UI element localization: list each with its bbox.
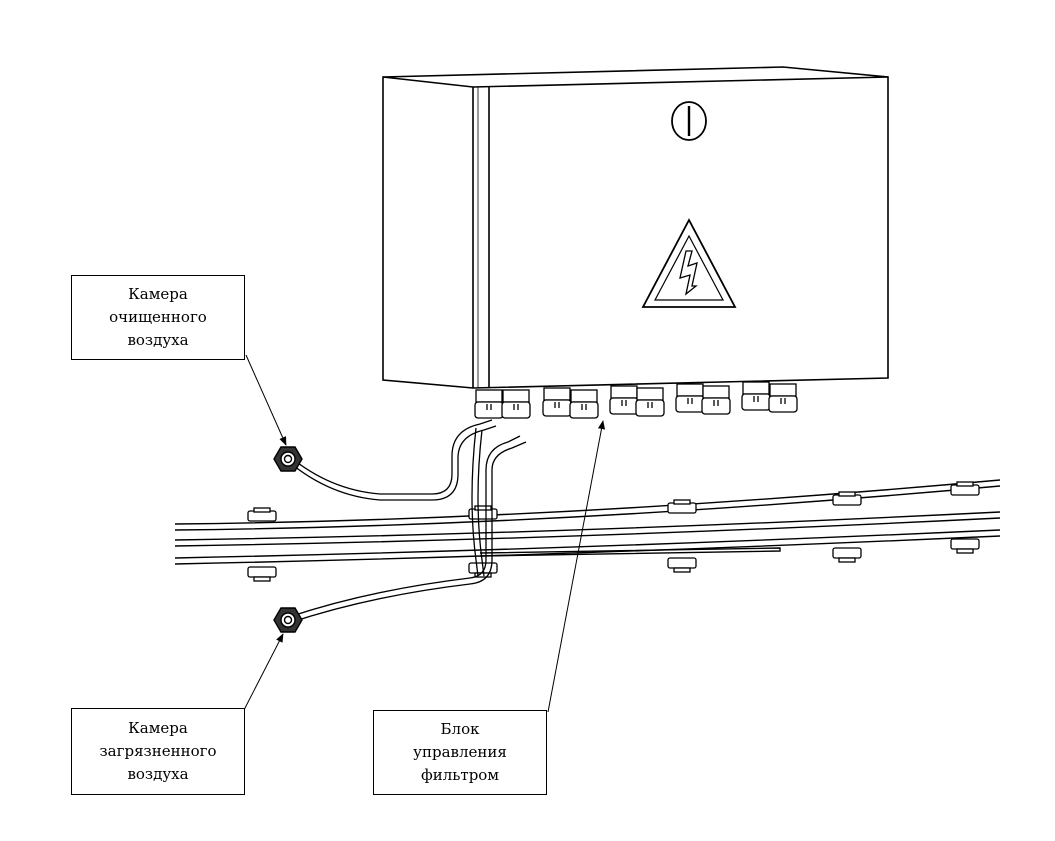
callout-line: воздуха xyxy=(127,331,189,349)
cable-gland xyxy=(675,383,705,413)
bolt xyxy=(832,491,862,506)
cable-glands xyxy=(474,381,798,419)
bolt xyxy=(468,505,498,520)
hose-fitting-clean xyxy=(273,446,303,472)
cable-gland xyxy=(501,389,531,419)
cable-gland xyxy=(569,389,599,419)
bolt xyxy=(667,499,697,514)
hose-fitting-dirty xyxy=(273,607,303,633)
pressure-hoses xyxy=(288,419,527,624)
leader-clean-air xyxy=(245,354,287,446)
leader-lines xyxy=(243,354,606,713)
cable-gland xyxy=(474,389,504,419)
callout-line: фильтром xyxy=(420,766,500,784)
cable-gland xyxy=(635,387,665,417)
bolt xyxy=(247,566,277,582)
callout-dirty-air-chamber: Камера загрязненного воздуха xyxy=(71,708,245,795)
bolt xyxy=(832,547,862,563)
cable-gland xyxy=(609,385,639,415)
power-symbol-icon xyxy=(671,101,707,141)
callout-line: загрязненного xyxy=(99,742,217,760)
bolt xyxy=(667,557,697,573)
duct-rail xyxy=(174,479,1001,565)
control-box xyxy=(382,66,889,389)
leader-dirty-air xyxy=(243,633,284,711)
cable-gland xyxy=(741,381,771,411)
cable-gland xyxy=(768,383,798,413)
callout-filter-control-unit: Блок управления фильтром xyxy=(373,710,547,795)
cable-gland xyxy=(542,387,572,417)
callout-clean-air-chamber: Камера очищенного воздуха xyxy=(71,275,245,360)
callout-line: Камера xyxy=(128,719,188,737)
callout-line: управления xyxy=(413,743,507,761)
bolt xyxy=(247,507,277,522)
bolt xyxy=(950,481,980,496)
bolt xyxy=(950,538,980,554)
cable-gland xyxy=(701,385,731,415)
callout-line: Блок xyxy=(440,720,480,738)
rail-bolts xyxy=(247,481,980,582)
callout-line: Камера xyxy=(128,285,188,303)
leader-control-unit xyxy=(547,420,606,713)
high-voltage-warning-icon xyxy=(641,218,737,308)
callout-line: воздуха xyxy=(127,765,189,783)
callout-line: очищенного xyxy=(109,308,207,326)
